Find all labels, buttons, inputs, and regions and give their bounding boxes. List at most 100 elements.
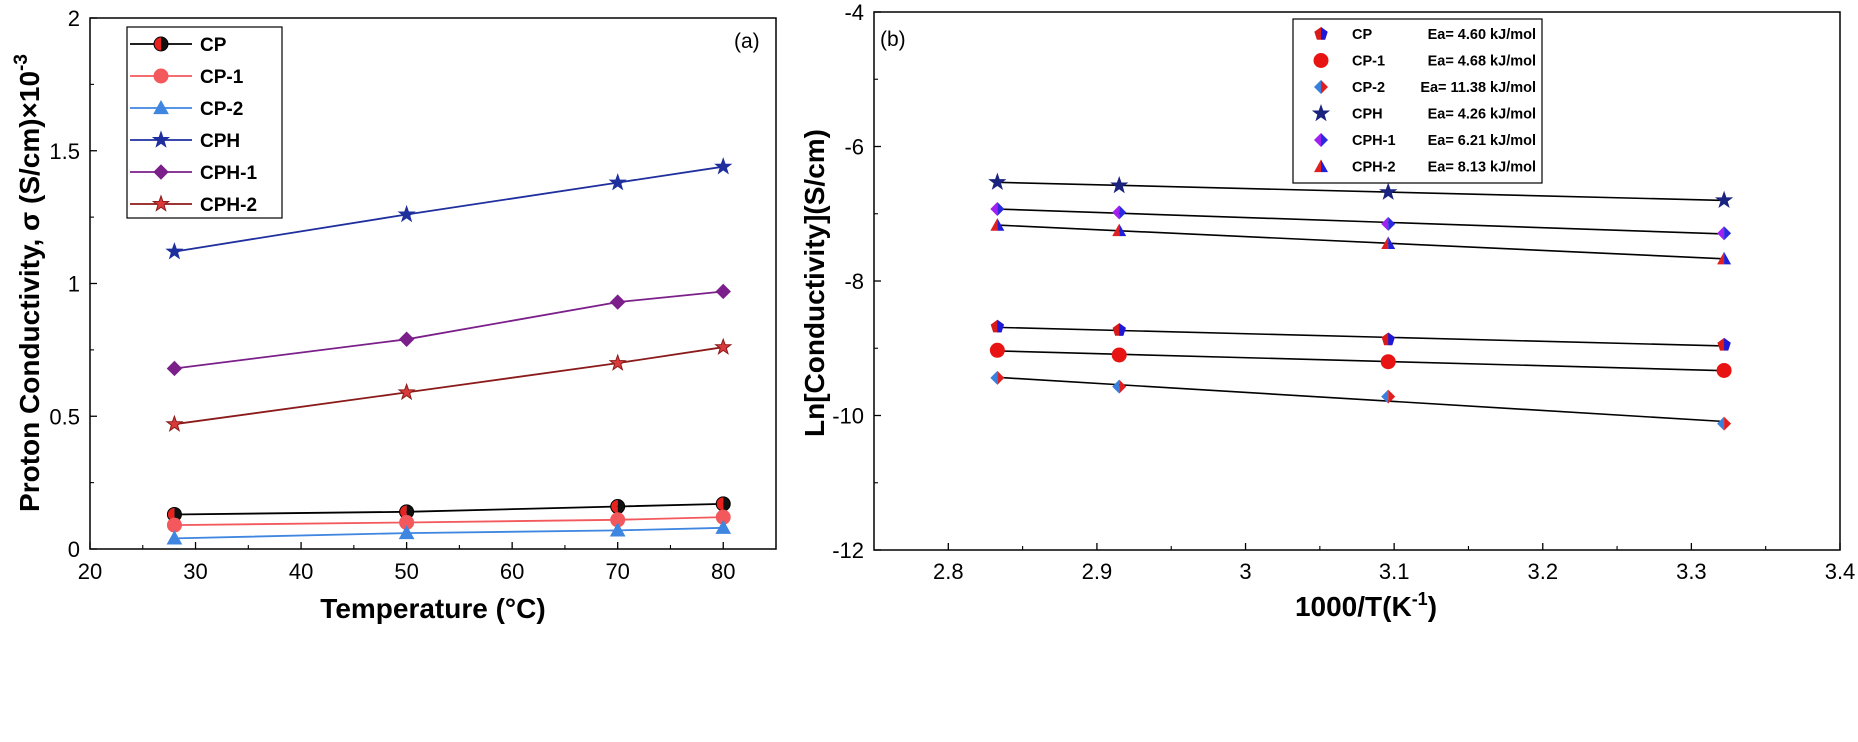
b-point-cp-1 — [989, 342, 1005, 358]
b-point-cp-overlay — [1119, 323, 1126, 336]
b-fit-line-cp-1 — [997, 350, 1725, 372]
a-y-axis-label-sup: -3 — [11, 54, 32, 71]
b-point-cph-2 — [1112, 223, 1127, 237]
b-y-tick-label: -12 — [832, 538, 864, 563]
a-point-cph-1-shape — [398, 331, 415, 347]
b-point-cp-1 — [1716, 362, 1732, 378]
b-point-cp-1-shape — [989, 342, 1005, 358]
b-point-cph-1-left-half — [1381, 216, 1389, 231]
a-point-cph-1-shape — [166, 360, 183, 377]
a-legend-box — [126, 26, 283, 219]
b-point-cp-2-left-half — [1381, 389, 1389, 404]
b-point-cph-shape — [1379, 182, 1398, 200]
b-point-cp — [990, 319, 1005, 333]
b-point-cp-2 — [1717, 416, 1732, 431]
b-point-cp-2-right-half — [1119, 379, 1127, 394]
panel-a: 20 30 40 50 60 70 80 0 0.5 1 1.5 2 (a) Temperature … — [11, 6, 777, 624]
b-point-cph-2 — [990, 218, 1005, 231]
b-x-axis-label-end: ) — [1428, 591, 1437, 622]
a-legend-marker-left-half — [154, 37, 161, 51]
b-legend-ea: Ea= 4.68 kJ/mol — [1428, 54, 1536, 70]
b-y-axis-label: Ln[Conductivity](S/cm) — [799, 129, 830, 437]
a-x-tick-label: 60 — [500, 559, 524, 584]
a-legend: CP CP-1 CP-2 CPH CPH-1 CPH-2 — [126, 26, 283, 219]
b-point-cph-2-left-half — [1717, 251, 1725, 265]
b-legend-marker — [1311, 103, 1331, 122]
b-fit-lines — [997, 181, 1725, 423]
a-point-cp — [715, 496, 731, 512]
a-y-axis-label-main: Proton Conductivity, σ (S/cm)×10 — [14, 71, 45, 512]
a-legend-label: CP-1 — [200, 67, 244, 88]
a-legend-marker — [151, 130, 171, 148]
b-point-cph-1 — [1112, 205, 1127, 220]
a-point-cph-1 — [715, 283, 731, 300]
b-x-axis-label-sup: -1 — [1412, 589, 1428, 609]
a-x-axis-label: Temperature (°C) — [320, 593, 545, 624]
b-point-cph — [1379, 182, 1398, 200]
a-y-tick-label: 0.5 — [49, 404, 80, 429]
b-point-cp-1 — [1111, 347, 1127, 363]
a-line-cph-2 — [174, 346, 724, 426]
a-point-cp-left-half — [716, 496, 724, 511]
b-point-cp — [1112, 323, 1126, 336]
b-legend-marker-shape — [1311, 103, 1331, 122]
a-line-cph — [174, 165, 724, 253]
a-point-cph-1 — [166, 360, 183, 377]
a-point-cph-shape — [165, 242, 184, 260]
b-point-cph-1-left-half — [1112, 205, 1120, 220]
b-legend-marker — [1314, 27, 1328, 40]
a-x-tick-label: 70 — [605, 559, 629, 584]
b-legend-ea: Ea= 8.13 kJ/mol — [1428, 160, 1536, 176]
b-legend-ea: Ea= 6.21 kJ/mol — [1428, 133, 1536, 149]
a-series-lines — [174, 165, 724, 540]
b-legend-box — [1292, 18, 1543, 184]
b-point-cp-overlay — [1724, 337, 1731, 351]
b-legend-marker-left-half — [1314, 159, 1321, 173]
a-point-cp-right-half — [723, 496, 731, 511]
a-axes: 20 30 40 50 60 70 80 0 0.5 1 1.5 2 — [49, 6, 735, 584]
a-legend-label: CPH-2 — [200, 195, 257, 216]
b-point-cph-shape — [1110, 175, 1129, 194]
a-point-cph-2 — [714, 337, 733, 355]
a-point-cph-2 — [165, 414, 184, 432]
a-legend-marker-shape — [153, 99, 169, 115]
b-point-cph-2 — [1717, 251, 1732, 265]
b-point-cph-1-left-half — [1717, 226, 1725, 241]
b-point-cp-2 — [1381, 389, 1396, 404]
a-point-cph — [165, 242, 184, 260]
a-point-cph-2 — [397, 382, 416, 401]
b-point-cph-2-right-half — [997, 218, 1005, 231]
b-point-cph-1 — [1717, 226, 1732, 241]
a-y-tick-label: 1 — [68, 272, 80, 297]
a-legend-marker — [153, 164, 169, 180]
a-legend-marker — [151, 194, 171, 212]
a-point-cph — [714, 157, 733, 175]
a-x-tick-label: 80 — [711, 559, 735, 584]
b-x-tick-label: 3.3 — [1676, 559, 1707, 584]
b-x-tick-label: 3 — [1239, 559, 1251, 584]
a-legend-label: CPH-1 — [200, 163, 257, 184]
b-point-cph-1-right-half — [1724, 226, 1732, 241]
b-point-cph-1-right-half — [997, 202, 1005, 217]
b-y-tick-label: -6 — [844, 135, 864, 160]
b-x-tick-label: 3.1 — [1379, 559, 1410, 584]
a-y-tick-label: 1.5 — [49, 139, 80, 164]
b-point-cph — [1110, 175, 1129, 194]
b-point-cp-1-shape — [1111, 347, 1127, 363]
b-y-tick-label: -10 — [832, 404, 864, 429]
a-legend-label: CP — [200, 35, 227, 56]
b-legend-ea: Ea= 11.38 kJ/mol — [1420, 80, 1536, 96]
b-point-cph-2-left-half — [1112, 223, 1120, 237]
b-x-tick-label: 3.2 — [1527, 559, 1558, 584]
a-point-cp-1-shape — [166, 517, 182, 533]
a-x-tick-label: 30 — [183, 559, 207, 584]
a-point-cph-2-shape — [397, 382, 416, 401]
a-point-cp-2-shape — [398, 525, 415, 540]
a-point-cph-1-shape — [715, 283, 731, 300]
a-point-cp-1 — [166, 517, 182, 533]
a-point-cph — [608, 173, 627, 191]
a-legend-marker — [153, 68, 169, 84]
b-x-axis-label: 1000/T(K-1) — [1295, 589, 1437, 622]
a-legend-label: CPH — [200, 131, 240, 152]
a-point-cp-2 — [398, 525, 415, 540]
